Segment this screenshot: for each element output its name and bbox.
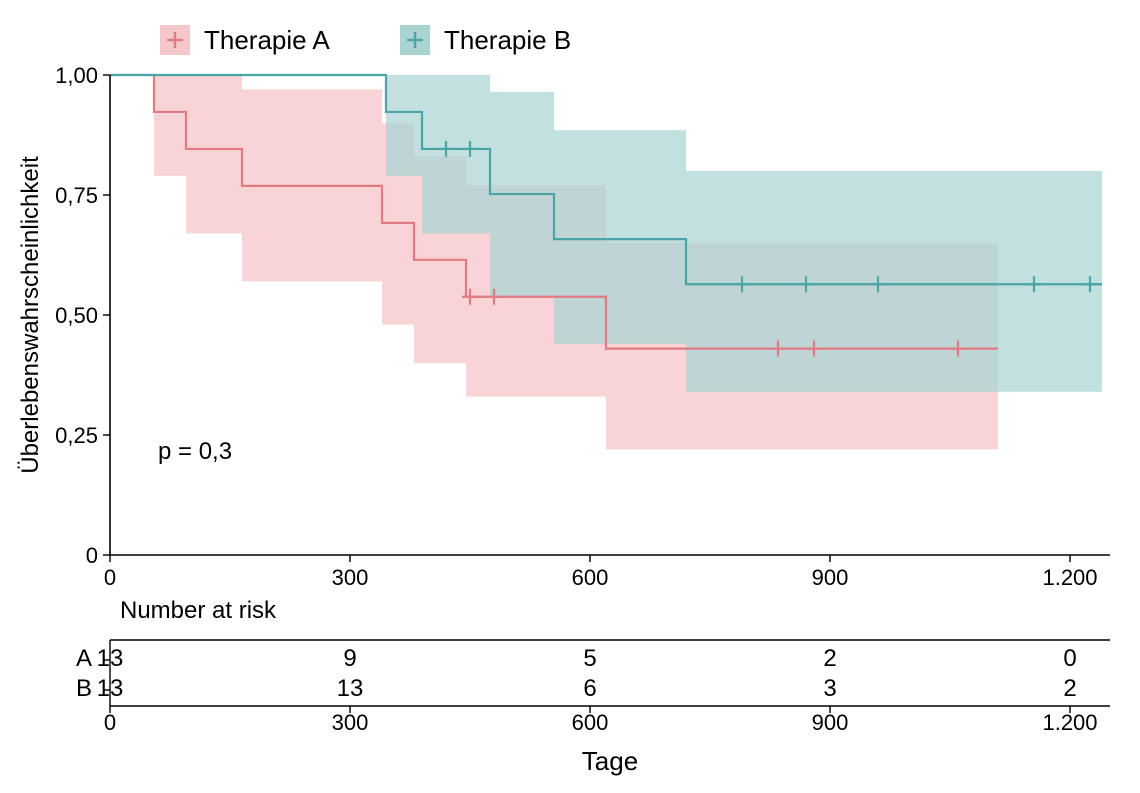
risk-cell: 0 bbox=[1063, 645, 1076, 672]
risk-cell: 9 bbox=[343, 645, 356, 672]
y-axis-label: Überlebenswahrscheinlichkeit bbox=[17, 156, 44, 474]
legend-label: Therapie A bbox=[204, 25, 330, 55]
risk-x-tick-label: 0 bbox=[104, 710, 116, 735]
risk-row-label: B bbox=[76, 675, 92, 702]
km-chart-svg: Therapie ATherapie B00,250,500,751,00030… bbox=[0, 0, 1140, 793]
ci-segment bbox=[686, 171, 1102, 392]
y-tick-label: 0,50 bbox=[55, 303, 98, 328]
ci-segment bbox=[422, 75, 490, 233]
ci-segment bbox=[186, 75, 242, 233]
risk-cell: 13 bbox=[97, 645, 124, 672]
risk-row-label: A bbox=[76, 645, 92, 672]
risk-cell: 6 bbox=[583, 675, 596, 702]
y-tick-label: 0,25 bbox=[55, 423, 98, 448]
x-tick-label: 600 bbox=[572, 565, 609, 590]
ci-segment bbox=[554, 130, 686, 344]
legend-item-b: Therapie B bbox=[400, 25, 571, 55]
legend-label: Therapie B bbox=[444, 25, 571, 55]
legend-item-a: Therapie A bbox=[160, 25, 330, 55]
risk-x-tick-label: 600 bbox=[572, 710, 609, 735]
x-tick-label: 0 bbox=[104, 565, 116, 590]
risk-x-tick-label: 1.200 bbox=[1042, 710, 1097, 735]
y-tick-label: 0,75 bbox=[55, 183, 98, 208]
p-value-label: p = 0,3 bbox=[158, 438, 232, 465]
risk-x-tick-label: 300 bbox=[332, 710, 369, 735]
risk-cell: 5 bbox=[583, 645, 596, 672]
ci-segment bbox=[386, 75, 422, 176]
risk-x-axis-label: Tage bbox=[582, 746, 638, 776]
x-tick-label: 1.200 bbox=[1042, 565, 1097, 590]
y-tick-label: 1,00 bbox=[55, 63, 98, 88]
risk-cell: 2 bbox=[1063, 675, 1076, 702]
x-tick-label: 900 bbox=[812, 565, 849, 590]
km-chart-container: Therapie ATherapie B00,250,500,751,00030… bbox=[0, 0, 1140, 793]
y-tick-label: 0 bbox=[86, 543, 98, 568]
ci-segment bbox=[154, 75, 186, 176]
risk-cell: 13 bbox=[337, 675, 364, 702]
risk-table-title: Number at risk bbox=[120, 597, 277, 624]
risk-cell: 3 bbox=[823, 675, 836, 702]
x-tick-label: 300 bbox=[332, 565, 369, 590]
risk-x-tick-label: 900 bbox=[812, 710, 849, 735]
risk-cell: 13 bbox=[97, 675, 124, 702]
risk-cell: 2 bbox=[823, 645, 836, 672]
